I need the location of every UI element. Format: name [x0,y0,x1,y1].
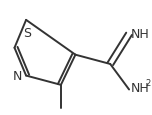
Text: NH: NH [131,28,149,41]
Text: 2: 2 [146,78,151,87]
Text: S: S [24,26,32,39]
Text: N: N [12,69,22,82]
Text: NH: NH [131,81,149,94]
